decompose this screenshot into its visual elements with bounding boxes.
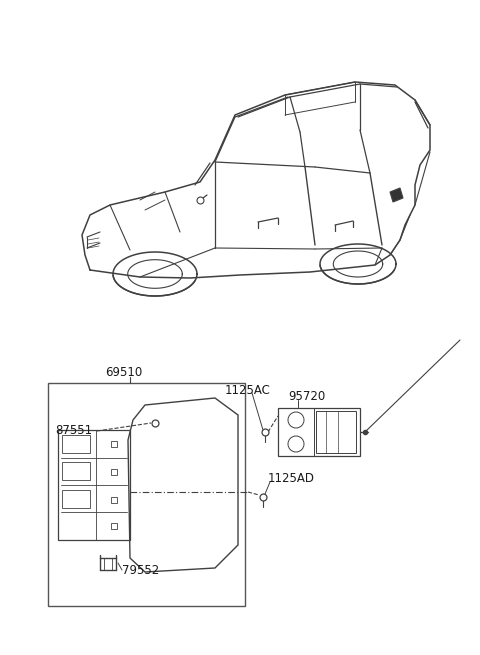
Text: 1125AD: 1125AD: [268, 472, 315, 485]
Text: 69510: 69510: [105, 365, 142, 379]
Text: 1125AC: 1125AC: [225, 383, 271, 396]
Bar: [48, 383, 245, 606]
Bar: [278, 408, 360, 456]
Text: 87551: 87551: [55, 424, 92, 438]
Bar: [316, 411, 356, 453]
Bar: [62, 490, 90, 508]
Polygon shape: [390, 188, 403, 202]
Bar: [62, 435, 90, 453]
Text: 95720: 95720: [288, 390, 325, 403]
Bar: [58, 430, 130, 540]
Bar: [62, 462, 90, 480]
Text: 79552: 79552: [122, 563, 159, 576]
